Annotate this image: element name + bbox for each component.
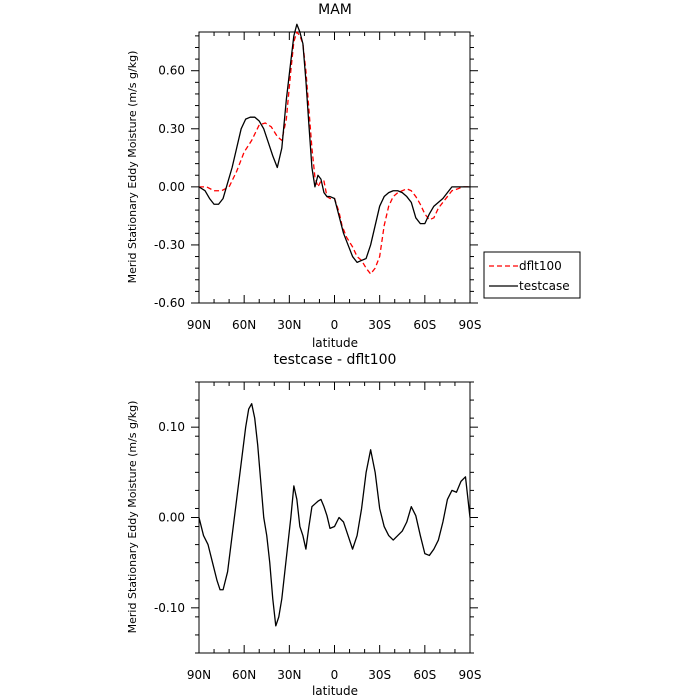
chart-title: MAM <box>318 2 352 18</box>
y-tick-label: -0.30 <box>154 238 185 252</box>
y-axis-label: Merid Stationary Eddy Moisture (m/s g/kg… <box>126 51 139 284</box>
plot-frame <box>198 31 471 304</box>
x-axis-ticks: 90N 60N 30N 0 30S 60S 90S <box>187 32 482 332</box>
y-tick-label: -0.60 <box>154 296 185 310</box>
x-tick-label: 30S <box>368 318 391 332</box>
x-tick-label: 60N <box>232 668 256 682</box>
y-tick-label: 0.30 <box>158 122 185 136</box>
chart-panel-top: MAM -0.60 -0.30 0.00 0.30 0.60 90N 60N 30N 0 30S… <box>126 2 581 350</box>
minor-ticks <box>195 381 474 654</box>
y-tick-label: -0.10 <box>154 601 185 615</box>
x-axis-label: latitude <box>312 684 358 698</box>
y-axis-label: Merid Stationary Eddy Moisture (m/s g/kg… <box>126 401 139 634</box>
x-tick-label: 30S <box>368 668 391 682</box>
y-tick-label: 0.00 <box>158 180 185 194</box>
x-tick-label: 90S <box>459 668 482 682</box>
x-axis-label: latitude <box>312 336 358 350</box>
plot-frame <box>198 381 471 654</box>
x-tick-label: 60N <box>232 318 256 332</box>
x-tick-label: 30N <box>277 668 301 682</box>
x-tick-label: 90N <box>187 668 211 682</box>
series-lines <box>198 403 471 627</box>
x-tick-label: 90N <box>187 318 211 332</box>
y-tick-label: 0.00 <box>158 511 185 525</box>
minor-ticks <box>195 32 474 303</box>
series-line-testcase <box>198 23 470 263</box>
legend-label-dflt100: dflt100 <box>519 259 562 273</box>
x-tick-label: 0 <box>331 318 339 332</box>
legend-label-testcase: testcase <box>519 279 570 293</box>
y-axis-ticks: -0.10 0.00 0.10 <box>154 420 478 615</box>
legend: dflt100 testcase <box>483 251 581 299</box>
x-tick-label: 60S <box>413 668 436 682</box>
chart-panel-bottom: testcase - dflt100 -0.10 0.00 0.10 90N 60N 3… <box>126 352 481 698</box>
x-axis-ticks: 90N 60N 30N 0 30S 60S 90S <box>187 382 482 682</box>
legend-box <box>483 251 581 299</box>
y-tick-label: 0.10 <box>158 420 185 434</box>
y-tick-label: 0.60 <box>158 64 185 78</box>
y-axis-ticks: -0.60 -0.30 0.00 0.30 0.60 <box>154 64 478 310</box>
series-line-diff-0 <box>198 403 471 627</box>
x-tick-label: 0 <box>331 668 339 682</box>
chart-title: testcase - dflt100 <box>274 352 397 368</box>
series-lines <box>198 23 470 275</box>
x-tick-label: 90S <box>459 318 482 332</box>
x-tick-label: 30N <box>277 318 301 332</box>
x-tick-label: 60S <box>413 318 436 332</box>
series-line-dflt100 <box>199 31 470 275</box>
